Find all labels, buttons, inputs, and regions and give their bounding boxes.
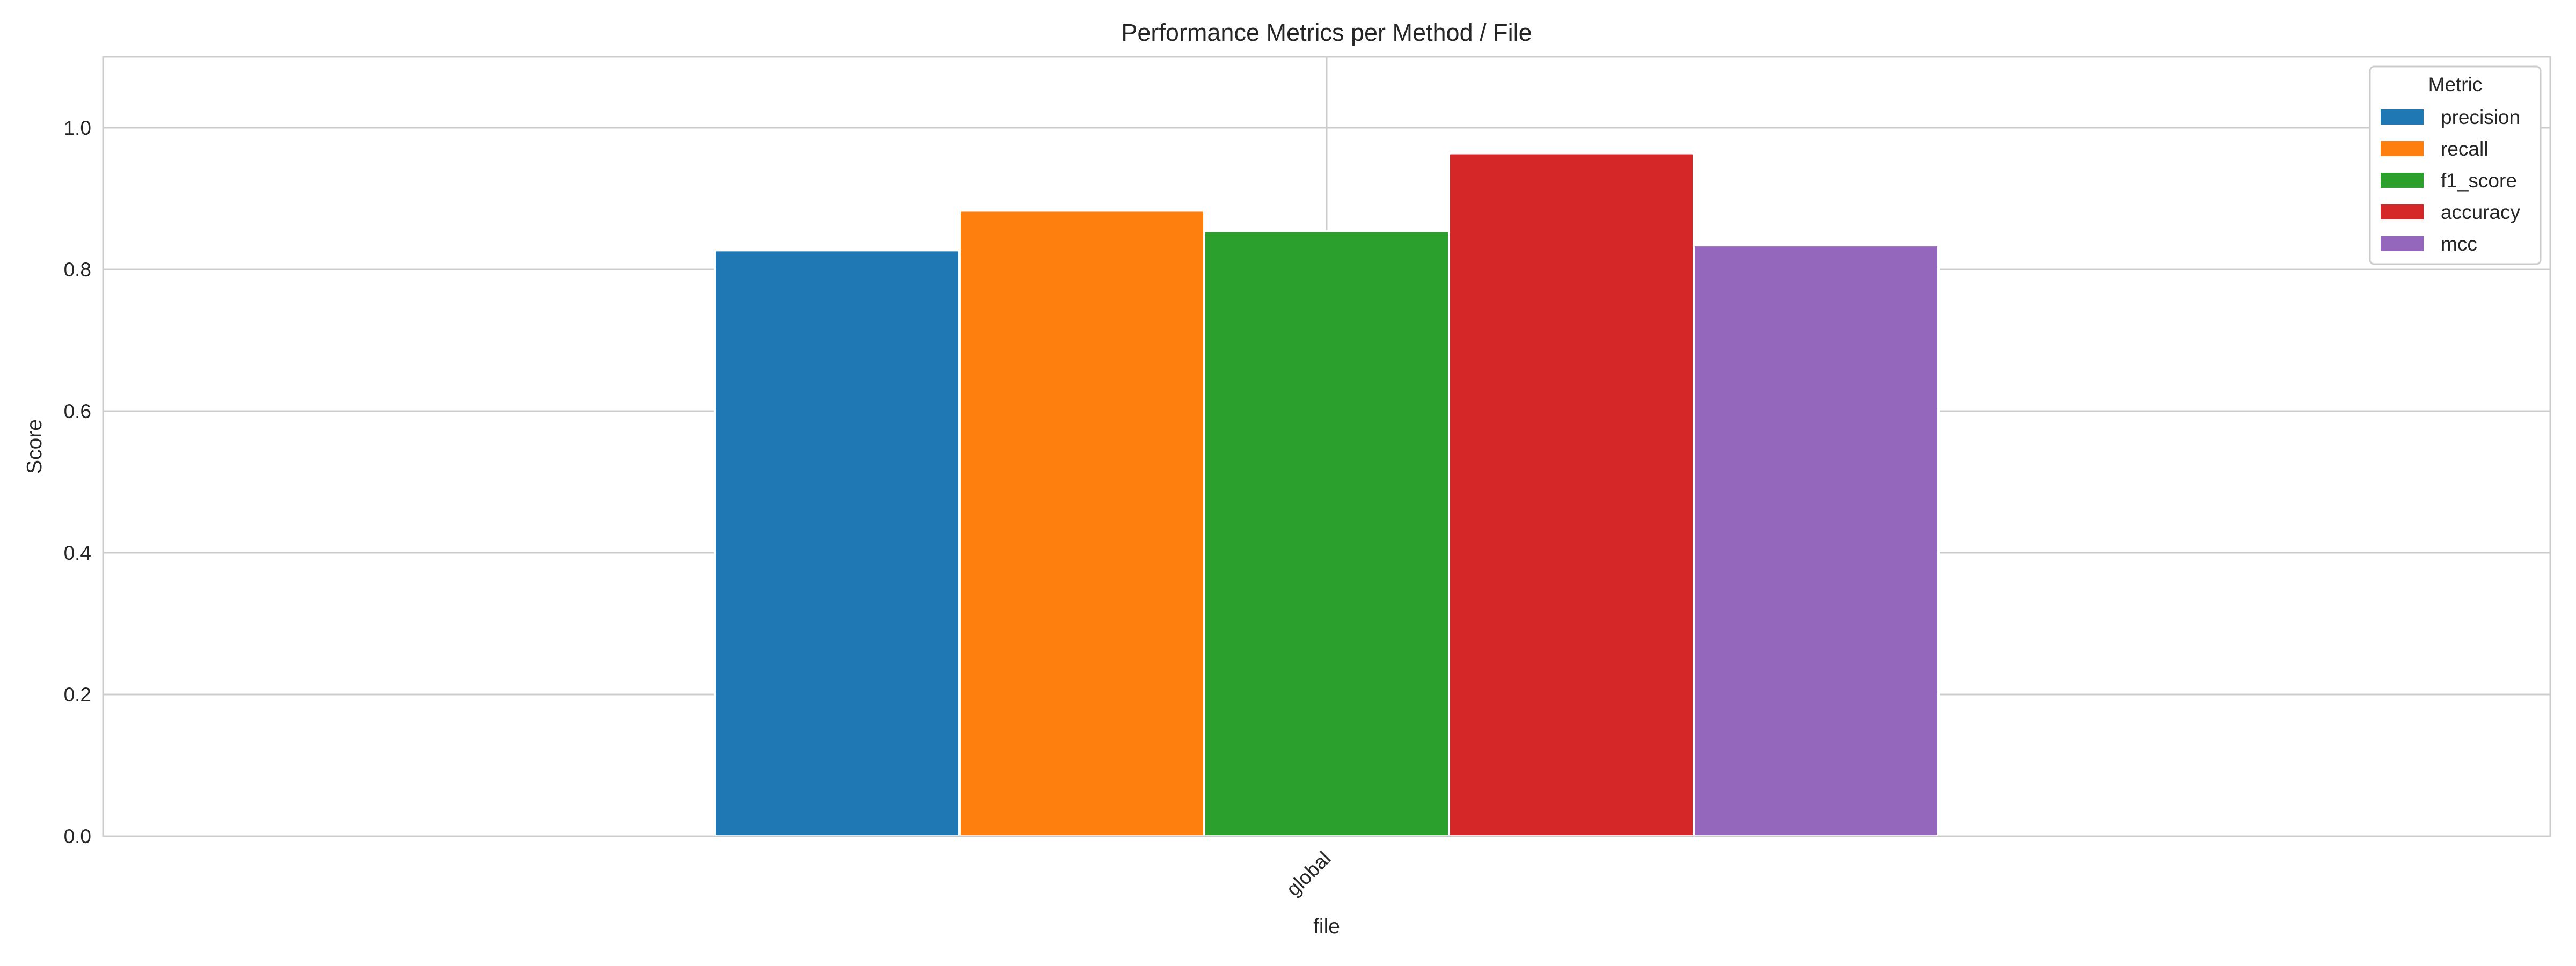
legend-swatch-recall bbox=[2381, 141, 2424, 156]
chart-title: Performance Metrics per Method / File bbox=[1121, 19, 1532, 46]
legend-label-precision: precision bbox=[2441, 106, 2520, 128]
legend-label-f1-score: f1_score bbox=[2441, 170, 2517, 192]
legend-swatch-f1-score bbox=[2381, 173, 2424, 188]
bar-precision bbox=[714, 249, 961, 837]
y-axis-label: Score bbox=[23, 419, 46, 474]
legend-label-mcc: mcc bbox=[2441, 233, 2477, 255]
y-tick-label: 0.0 bbox=[64, 825, 91, 847]
y-tick-label: 0.2 bbox=[64, 684, 91, 706]
bar-f1-score bbox=[1203, 230, 1450, 838]
legend-label-accuracy: accuracy bbox=[2441, 201, 2521, 223]
legend-items: precision recall f1_score accuracy mcc bbox=[2381, 106, 2521, 255]
y-tick-label: 0.4 bbox=[64, 542, 91, 564]
legend-title: Metric bbox=[2428, 74, 2483, 96]
legend-swatch-precision bbox=[2381, 109, 2424, 125]
bars-layer bbox=[714, 152, 1940, 838]
legend-swatch-mcc bbox=[2381, 236, 2424, 251]
bar-recall bbox=[958, 209, 1205, 838]
bar-mcc bbox=[1693, 244, 1940, 837]
y-tick-labels: 0.0 0.2 0.4 0.6 0.8 1.0 bbox=[64, 117, 91, 847]
x-axis-label: file bbox=[1313, 915, 1340, 938]
bar-accuracy bbox=[1448, 152, 1695, 837]
y-tick-label: 0.6 bbox=[64, 400, 91, 422]
y-tick-label: 1.0 bbox=[64, 117, 91, 139]
legend-label-recall: recall bbox=[2441, 138, 2488, 160]
legend: Metric precision recall f1_score accuracy mc… bbox=[2369, 65, 2542, 265]
plot-frame bbox=[102, 56, 2551, 837]
y-tick-label: 0.8 bbox=[64, 259, 91, 281]
legend-swatch-accuracy bbox=[2381, 204, 2424, 219]
